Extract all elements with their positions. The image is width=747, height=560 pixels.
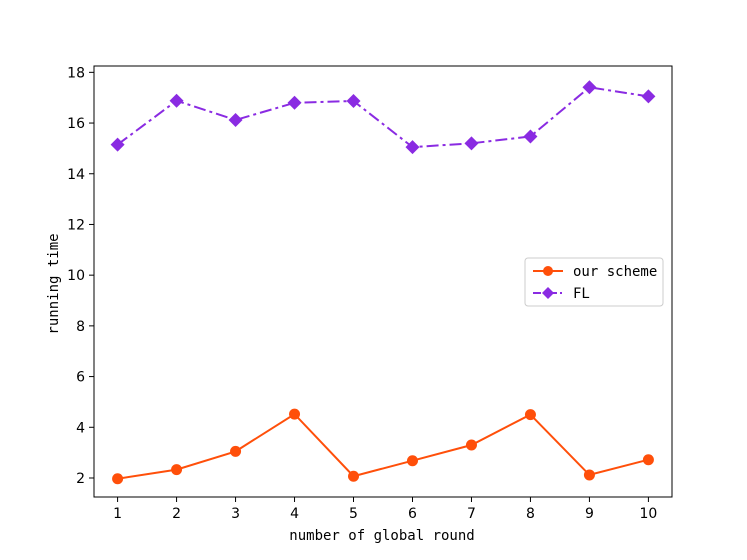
x-tick-label: 9 xyxy=(585,506,594,522)
x-tick-label: 3 xyxy=(231,506,240,522)
x-axis-label: number of global round xyxy=(289,528,474,544)
x-tick-label: 1 xyxy=(113,506,122,522)
x-tick-label: 8 xyxy=(526,506,535,522)
y-tick-label: 16 xyxy=(67,116,85,132)
legend-label-0: our scheme xyxy=(573,264,657,280)
x-tick-label: 5 xyxy=(349,506,358,522)
data-point-1-9 xyxy=(641,89,656,104)
legend: our scheme FL xyxy=(524,257,664,307)
data-point-1-5 xyxy=(405,140,420,155)
x-tick-label: 2 xyxy=(172,506,181,522)
data-point-0-0 xyxy=(112,473,124,485)
data-point-1-0 xyxy=(110,137,125,152)
plot-frame xyxy=(93,65,673,498)
plot-area xyxy=(110,80,656,485)
legend-marker-0 xyxy=(543,266,553,276)
data-point-1-7 xyxy=(523,129,538,144)
y-tick-label: 12 xyxy=(67,217,85,233)
y-tick-label: 14 xyxy=(67,167,85,183)
data-point-0-6 xyxy=(465,439,477,451)
series-line-0 xyxy=(117,412,649,480)
data-point-0-3 xyxy=(289,408,301,420)
data-point-0-7 xyxy=(524,409,536,421)
x-tick-label: 6 xyxy=(408,506,417,522)
y-tick-label: 4 xyxy=(76,420,85,436)
series-line-1 xyxy=(117,86,649,149)
data-point-1-1 xyxy=(169,93,184,108)
data-point-0-8 xyxy=(583,469,595,481)
data-point-1-8 xyxy=(582,80,597,95)
data-point-0-4 xyxy=(348,470,360,482)
data-point-1-6 xyxy=(464,136,479,151)
data-point-0-2 xyxy=(230,445,242,457)
data-point-1-2 xyxy=(228,113,243,128)
y-tick-label: 8 xyxy=(76,319,85,335)
y-tick-label: 18 xyxy=(67,65,85,81)
data-point-0-5 xyxy=(406,455,418,467)
x-tick-label: 10 xyxy=(639,506,657,522)
legend-marker-1 xyxy=(542,287,554,299)
x-tick-label: 7 xyxy=(467,506,476,522)
data-point-1-3 xyxy=(287,95,302,110)
data-point-1-4 xyxy=(346,93,361,108)
y-tick-label: 2 xyxy=(76,471,85,487)
y-tick-label: 6 xyxy=(76,370,85,386)
legend-label-1: FL xyxy=(573,286,590,302)
data-point-0-9 xyxy=(642,454,654,466)
x-tick-label: 4 xyxy=(290,506,299,522)
y-axis-label: running time xyxy=(46,233,62,334)
data-point-0-1 xyxy=(171,464,183,476)
y-tick-label: 10 xyxy=(67,268,85,284)
